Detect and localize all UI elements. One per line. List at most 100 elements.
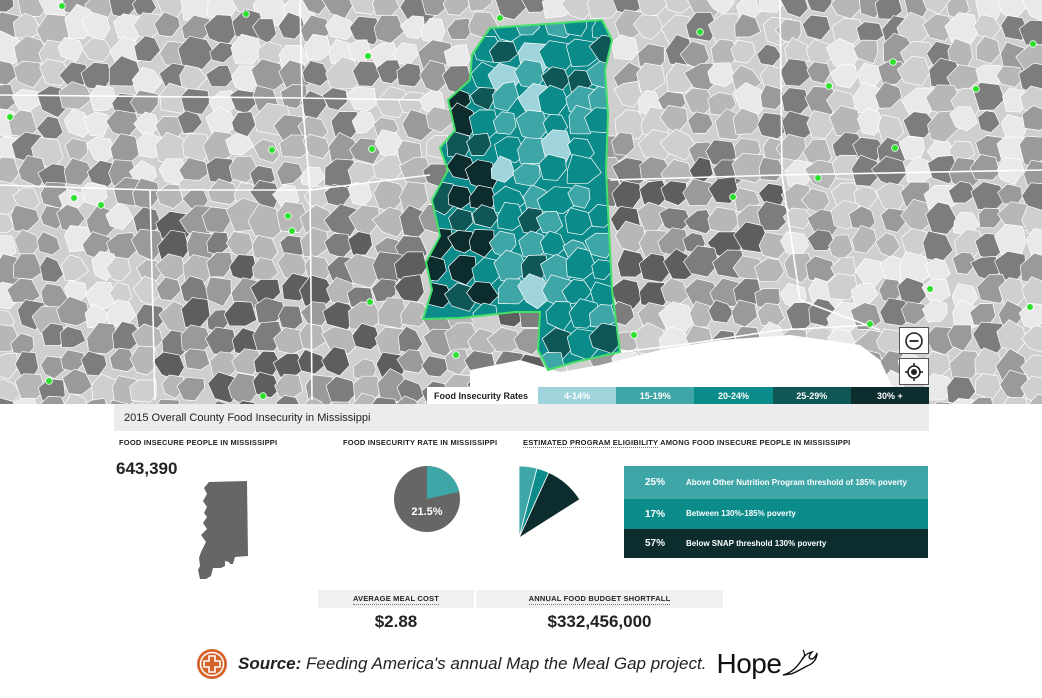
county-shape[interactable] [902, 111, 937, 139]
county-shape[interactable] [62, 368, 93, 395]
county-shape[interactable] [951, 251, 978, 275]
county-shape[interactable] [877, 59, 907, 86]
county-shape[interactable] [227, 372, 258, 404]
location-marker[interactable] [97, 201, 105, 209]
mississippi-county[interactable] [517, 273, 554, 310]
county-shape[interactable] [321, 346, 351, 377]
county-shape[interactable] [734, 13, 762, 38]
county-shape[interactable] [826, 273, 858, 301]
mississippi-county[interactable] [566, 153, 602, 185]
county-shape[interactable] [950, 398, 975, 404]
mississippi-county[interactable] [536, 186, 575, 214]
county-shape[interactable] [17, 154, 48, 188]
county-shape[interactable] [303, 396, 326, 404]
county-shape[interactable] [304, 33, 332, 61]
county-shape[interactable] [161, 374, 186, 400]
county-shape[interactable] [352, 392, 380, 404]
county-shape[interactable] [105, 203, 134, 230]
county-shape[interactable] [660, 180, 688, 207]
county-shape[interactable] [321, 326, 358, 354]
county-shape[interactable] [12, 253, 44, 280]
county-shape[interactable] [925, 201, 959, 235]
location-marker[interactable] [496, 14, 504, 22]
county-shape[interactable] [300, 226, 331, 258]
county-shape[interactable] [277, 11, 306, 40]
county-shape[interactable] [921, 278, 951, 302]
county-shape[interactable] [782, 207, 813, 230]
county-shape[interactable] [351, 322, 381, 351]
county-shape[interactable] [344, 253, 380, 289]
county-shape[interactable] [349, 137, 381, 165]
county-shape[interactable] [86, 322, 120, 355]
county-shape[interactable] [14, 373, 46, 401]
county-shape[interactable] [779, 58, 812, 87]
location-marker[interactable] [1026, 303, 1034, 311]
county-shape[interactable] [611, 131, 635, 156]
mississippi-county[interactable] [492, 111, 517, 135]
county-shape[interactable] [399, 15, 426, 39]
location-marker[interactable] [891, 144, 899, 152]
county-shape[interactable] [1024, 394, 1042, 404]
county-shape[interactable] [442, 0, 470, 16]
county-shape[interactable] [133, 35, 161, 63]
county-shape[interactable] [975, 373, 1002, 400]
county-shape[interactable] [732, 107, 761, 135]
county-shape[interactable] [225, 132, 254, 156]
county-shape[interactable] [806, 229, 836, 251]
county-shape[interactable] [659, 128, 697, 161]
county-shape[interactable] [780, 0, 809, 19]
county-shape[interactable] [753, 257, 785, 283]
mississippi-county[interactable] [565, 247, 598, 280]
location-marker[interactable] [268, 146, 276, 154]
mississippi-county[interactable] [494, 136, 526, 164]
county-shape[interactable] [368, 396, 398, 404]
county-shape[interactable] [732, 82, 767, 115]
county-shape[interactable] [666, 62, 696, 93]
county-shape[interactable] [63, 157, 93, 186]
county-shape[interactable] [298, 323, 327, 350]
county-shape[interactable] [10, 204, 40, 232]
county-shape[interactable] [205, 64, 234, 88]
county-shape[interactable] [36, 231, 61, 256]
county-shape[interactable] [638, 253, 670, 283]
mississippi-county[interactable] [490, 155, 516, 183]
location-marker[interactable] [452, 351, 460, 359]
county-shape[interactable] [587, 0, 622, 19]
county-shape[interactable] [0, 213, 15, 234]
county-shape[interactable] [80, 350, 108, 377]
county-shape[interactable] [969, 154, 1001, 181]
county-shape[interactable] [347, 231, 373, 256]
county-shape[interactable] [633, 14, 665, 41]
county-shape[interactable] [1020, 325, 1042, 353]
mississippi-county[interactable] [538, 153, 567, 181]
county-shape[interactable] [41, 322, 67, 346]
location-marker[interactable] [366, 298, 374, 306]
county-shape[interactable] [372, 154, 404, 181]
location-marker[interactable] [288, 227, 296, 235]
county-shape[interactable] [301, 60, 331, 87]
mississippi-county[interactable] [517, 137, 547, 164]
county-shape[interactable] [81, 37, 113, 63]
county-shape[interactable] [12, 397, 40, 404]
county-shape[interactable] [375, 59, 404, 85]
county-shape[interactable] [1000, 15, 1028, 41]
county-shape[interactable] [421, 0, 451, 16]
county-shape[interactable] [79, 397, 108, 404]
county-shape[interactable] [247, 203, 286, 239]
county-shape[interactable] [176, 376, 206, 402]
county-shape[interactable] [276, 201, 309, 234]
county-shape[interactable] [183, 348, 211, 371]
county-shape[interactable] [757, 201, 793, 231]
location-marker[interactable] [814, 174, 822, 182]
county-shape[interactable] [617, 248, 649, 278]
location-marker[interactable] [1029, 40, 1037, 48]
county-shape[interactable] [1021, 0, 1042, 22]
location-marker[interactable] [364, 52, 372, 60]
mississippi-county[interactable] [466, 132, 492, 156]
county-shape[interactable] [178, 157, 209, 181]
county-shape[interactable] [61, 254, 89, 281]
county-shape[interactable] [495, 0, 529, 21]
location-marker[interactable] [242, 10, 250, 18]
county-shape[interactable] [1021, 105, 1042, 131]
county-shape[interactable] [279, 134, 310, 158]
